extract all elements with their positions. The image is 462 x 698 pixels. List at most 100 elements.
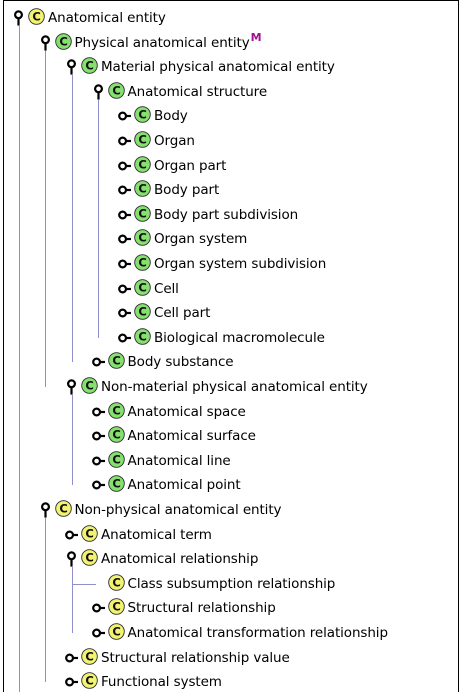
tree-node-anatomical-surface[interactable]: C Anatomical surface	[4, 424, 458, 448]
tree-node-organ[interactable]: C Organ	[4, 129, 458, 153]
svg-text:C: C	[138, 206, 146, 220]
expand-handle-icon[interactable]	[118, 207, 132, 223]
class-icon: C	[134, 155, 151, 173]
tree-node-non-physical-anatomical-entity[interactable]: C Non-physical anatomical entity	[4, 498, 458, 522]
expand-handle-icon[interactable]	[65, 527, 79, 543]
tree-node-anatomical-structure[interactable]: C Anatomical structure	[4, 80, 458, 104]
tree-node-body-substance[interactable]: C Body substance	[4, 350, 458, 374]
tree-node-class-subsumption-relationship[interactable]: C Class subsumption relationship	[4, 572, 458, 596]
tree-node-label: Biological macromolecule	[154, 329, 325, 346]
tree-node-anatomical-entity[interactable]: C Anatomical entity	[4, 6, 458, 30]
tree-node-organ-system-subdivision[interactable]: C Organ system subdivision	[4, 252, 458, 276]
tree-connector-line	[45, 518, 46, 683]
tree-node-label: Cell part	[154, 305, 211, 322]
tree-node-label: Organ part	[154, 157, 227, 174]
tree-connector-line	[71, 75, 73, 363]
svg-text:C: C	[138, 157, 146, 171]
expand-handle-icon[interactable]	[65, 650, 79, 666]
tree-node-cell[interactable]: C Cell	[4, 277, 458, 301]
class-icon: C	[81, 672, 98, 689]
class-icon: C	[107, 352, 125, 370]
expand-handle-icon[interactable]	[91, 404, 106, 420]
class-icon: C	[134, 131, 151, 148]
collapse-handle-icon[interactable]	[92, 84, 105, 100]
tree-leaf-connector	[71, 583, 96, 585]
tree-node-label: Body substance	[127, 354, 234, 371]
collapse-handle-icon[interactable]	[65, 551, 78, 567]
tree-node-non-material-physical-anatomical-entity[interactable]: C Non-material physical anatomical entity	[4, 375, 458, 399]
class-icon: C	[134, 229, 151, 247]
svg-text:C: C	[59, 34, 67, 48]
expand-handle-icon[interactable]	[118, 281, 132, 297]
expand-handle-icon[interactable]	[118, 231, 132, 247]
tree-node-anatomical-term[interactable]: C Anatomical term	[4, 523, 458, 547]
svg-text:C: C	[138, 329, 146, 343]
tree-node-label: Body part	[154, 182, 220, 199]
tree-node-functional-system[interactable]: C Functional system	[4, 670, 458, 692]
modified-badge: M	[250, 30, 262, 44]
tree-node-body[interactable]: C Body	[4, 104, 458, 128]
tree-node-physical-anatomical-entity[interactable]: C Physical anatomical entityM	[4, 31, 458, 55]
expand-handle-icon[interactable]	[118, 330, 132, 346]
class-icon: C	[107, 475, 125, 493]
expand-handle-icon[interactable]	[118, 158, 132, 174]
tree-node-label: Organ system	[154, 231, 248, 248]
tree-node-label: Anatomical space	[127, 403, 246, 420]
expand-handle-icon[interactable]	[65, 674, 79, 690]
class-icon: C	[81, 524, 98, 542]
class-icon: C	[134, 254, 151, 271]
collapse-handle-icon[interactable]	[12, 10, 25, 26]
expand-handle-icon[interactable]	[118, 133, 132, 149]
svg-text:C: C	[85, 379, 93, 393]
svg-text:C: C	[59, 502, 67, 516]
collapse-handle-icon[interactable]	[39, 34, 52, 51]
tree-connector-line	[71, 395, 73, 486]
tree-node-label: Non-physical anatomical entity	[74, 502, 282, 518]
tree-node-anatomical-space[interactable]: C Anatomical space	[4, 400, 458, 424]
tree-node-label: Anatomical transformation relationship	[127, 625, 389, 641]
expand-handle-icon[interactable]	[91, 354, 106, 370]
class-icon: C	[81, 549, 98, 566]
class-icon: C	[28, 8, 45, 25]
collapse-handle-icon[interactable]	[39, 502, 52, 518]
class-icon: C	[54, 500, 72, 517]
tree-node-structural-relationship-value[interactable]: C Structural relationship value	[4, 646, 458, 670]
tree-node-structural-relationship[interactable]: C Structural relationship	[4, 596, 458, 620]
expand-handle-icon[interactable]	[118, 182, 132, 198]
tree-node-cell-part[interactable]: C Cell part	[4, 301, 458, 325]
svg-text:C: C	[138, 256, 146, 270]
expand-handle-icon[interactable]	[118, 305, 132, 321]
expand-handle-icon[interactable]	[91, 477, 106, 493]
tree-node-material-physical-anatomical-entity[interactable]: C Material physical anatomical entity	[4, 55, 458, 79]
expand-handle-icon[interactable]	[91, 453, 106, 469]
tree-node-anatomical-point[interactable]: C Anatomical point	[4, 473, 458, 497]
expand-handle-icon[interactable]	[118, 108, 132, 124]
svg-text:C: C	[112, 403, 120, 417]
tree-node-label: Anatomical entity	[48, 10, 166, 26]
class-icon: C	[134, 106, 151, 124]
tree-node-organ-part[interactable]: C Organ part	[4, 154, 458, 178]
expand-handle-icon[interactable]	[91, 428, 106, 444]
svg-text:C: C	[138, 305, 146, 319]
svg-text:C: C	[85, 551, 93, 565]
tree-node-anatomical-line[interactable]: C Anatomical line	[4, 449, 458, 473]
class-icon: C	[134, 328, 151, 345]
expand-handle-icon[interactable]	[91, 600, 106, 616]
svg-text:C: C	[112, 575, 120, 589]
expand-handle-icon[interactable]	[91, 625, 106, 641]
svg-text:C: C	[112, 600, 120, 614]
tree-node-body-part[interactable]: C Body part	[4, 178, 458, 202]
collapse-handle-icon[interactable]	[65, 59, 78, 75]
tree-node-biological-macromolecule[interactable]: C Biological macromolecule	[4, 326, 458, 350]
tree-node-anatomical-relationship[interactable]: C Anatomical relationship	[4, 547, 458, 571]
class-icon: C	[134, 205, 151, 222]
tree-node-body-part-subdivision[interactable]: C Body part subdivision	[4, 203, 458, 227]
tree-node-organ-system[interactable]: C Organ system	[4, 227, 458, 251]
svg-text:C: C	[138, 133, 146, 147]
tree-node-anatomical-transformation-relationship[interactable]: C Anatomical transformation relationship	[4, 621, 458, 645]
expand-handle-icon[interactable]	[118, 256, 132, 272]
tree-connector-line	[98, 99, 99, 338]
tree-node-label: Anatomical surface	[127, 428, 256, 445]
class-icon: C	[81, 647, 98, 665]
collapse-handle-icon[interactable]	[65, 379, 78, 395]
